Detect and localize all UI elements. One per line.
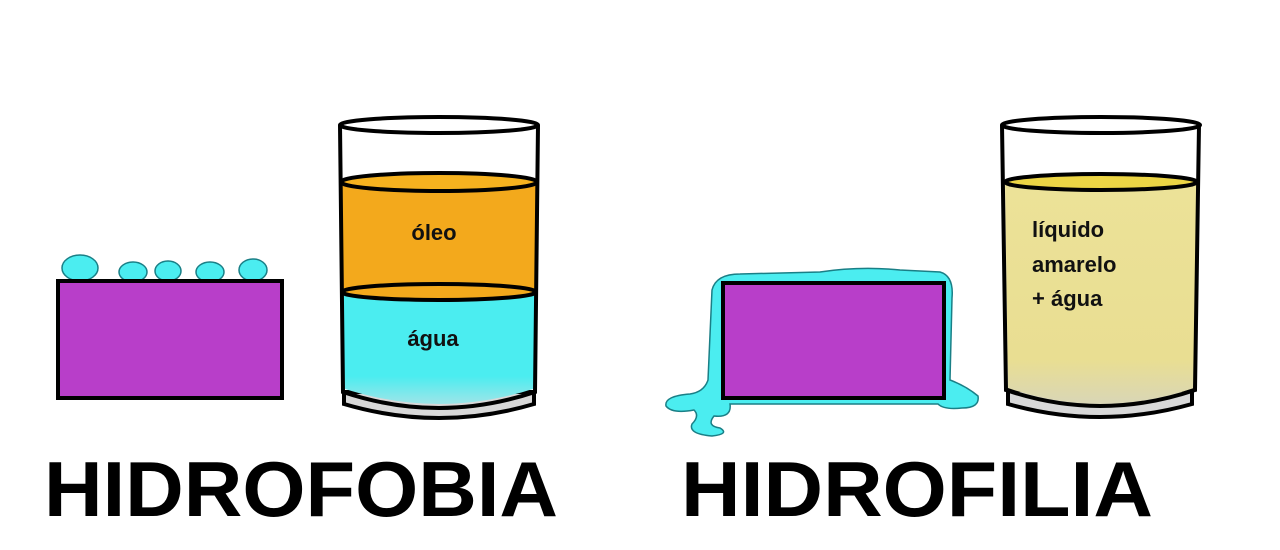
- glass-mixed-liquid: líquido amarelo + água: [1000, 115, 1202, 419]
- water-droplet: [61, 254, 99, 282]
- oil-label: óleo: [411, 220, 456, 245]
- mixed-liquid-layer: [1005, 182, 1197, 404]
- water-droplet: [154, 260, 182, 282]
- oil-layer: [341, 181, 537, 292]
- mixed-liquid-surface: [1003, 172, 1199, 192]
- hydrophobia-title: HIDROFOBIA: [44, 445, 558, 533]
- glass-rim: [338, 115, 540, 135]
- water-layer: [342, 292, 536, 404]
- mixed-label-line-1: líquido: [1032, 217, 1104, 242]
- glass-rim: [1000, 115, 1202, 135]
- hydrophilic-panel: líquido amarelo + água HIDROFILIA: [665, 115, 1202, 533]
- hydrophobic-panel: óleo água HIDROFOBIA: [44, 115, 558, 533]
- mixed-label-line-3: + água: [1032, 286, 1103, 311]
- water-label: água: [407, 326, 459, 351]
- glass-oil-water: óleo água: [338, 115, 540, 420]
- water-droplets: [61, 254, 268, 283]
- glass-walls: [1000, 124, 1201, 408]
- hydrophobic-block: [56, 279, 284, 400]
- mixed-label-line-2: amarelo: [1032, 252, 1116, 277]
- hydrophilia-title: HIDROFILIA: [681, 445, 1153, 533]
- hydrophilic-block: [721, 281, 946, 400]
- oil-surface: [339, 171, 539, 193]
- oil-water-interface: [340, 282, 538, 302]
- water-droplet: [238, 258, 268, 282]
- glass-walls: [338, 124, 540, 410]
